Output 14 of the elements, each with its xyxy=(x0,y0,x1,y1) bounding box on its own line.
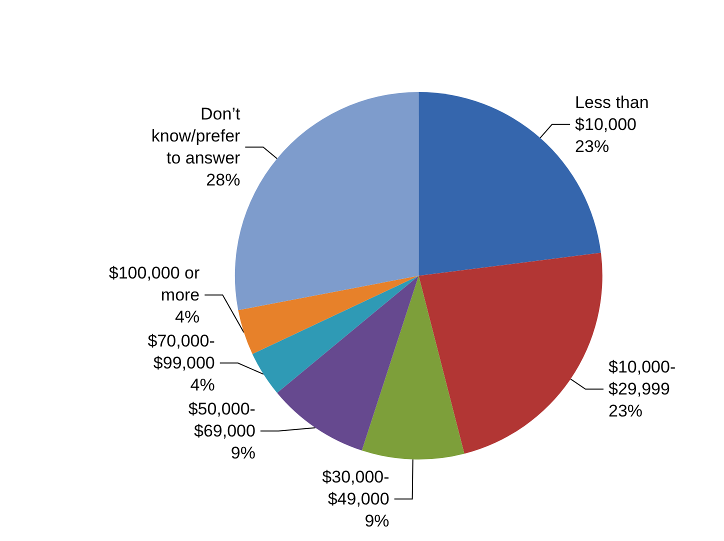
data-label: 28% xyxy=(206,170,240,190)
slice-label: $100,000 or more xyxy=(108,264,200,304)
data-label: 23% xyxy=(608,402,643,421)
data-label: 9% xyxy=(364,512,390,530)
data-label: 4% xyxy=(190,376,215,394)
slice-label: Less than $10,000 xyxy=(575,92,649,134)
data-label: 9% xyxy=(230,444,256,462)
slice-label: $10,000-$29,999 xyxy=(608,358,676,399)
slice-label: Don’t know/prefer to answer xyxy=(151,104,241,168)
slice-label: $30,000-$49,000 xyxy=(322,468,390,508)
slice-label: $50,000-$69,000 xyxy=(188,400,256,440)
slice-label: $70,000-$99,000 xyxy=(148,332,215,372)
data-label: 23% xyxy=(575,136,610,156)
data-label: 4% xyxy=(175,308,200,326)
